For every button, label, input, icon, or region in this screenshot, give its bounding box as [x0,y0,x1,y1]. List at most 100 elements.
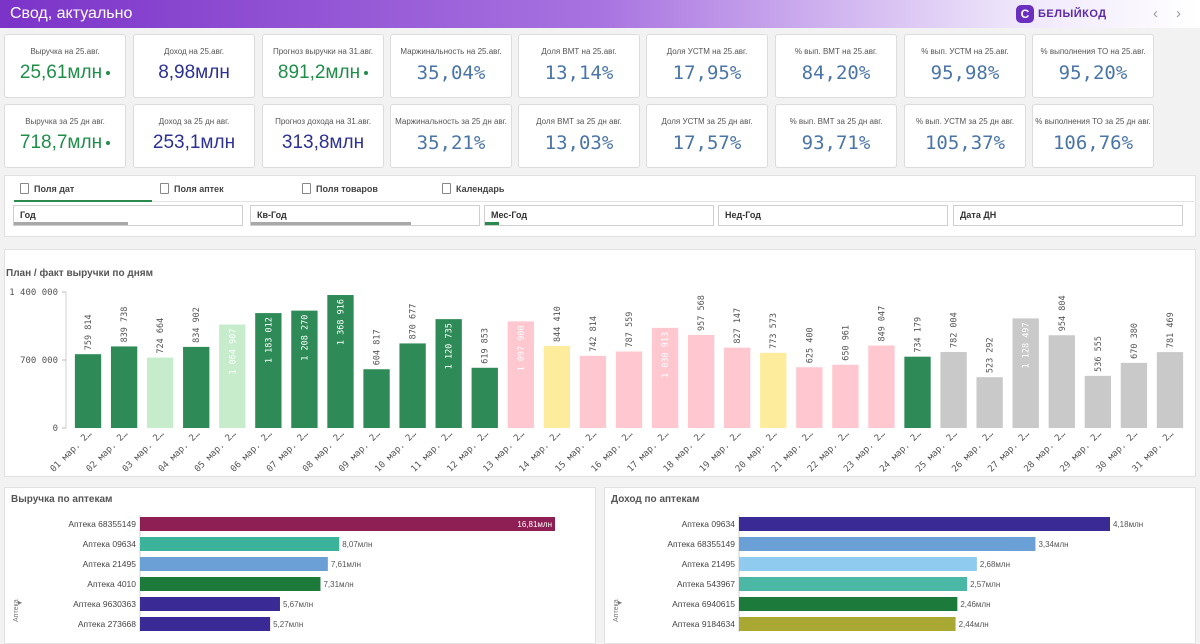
kpi-value: 25,61млн [5,62,125,84]
tab-label: Поля товаров [316,183,378,194]
kpi-value-text: 105,37% [924,132,1006,154]
axis-title-right: Аптека [613,599,620,622]
kpi-label: Доля ВМТ за 25 дн авг. [536,117,622,126]
kpi-value-text: 25,61млн [19,62,103,83]
tab-label: Поля дат [34,183,75,194]
tab-divider [14,201,1194,202]
kpi-value: 17,57% [647,132,767,154]
tab-label: Календарь [456,183,505,194]
kpi-card[interactable]: % выполнения ТО на 25.авг. 95,20% [1032,34,1154,98]
expand-arrow-icon[interactable]: ▸ [18,598,23,607]
filter-selection-bar [14,222,128,225]
trend-dot-icon [106,140,111,145]
revenue-panel-title: Выручка по аптекам [11,494,113,505]
kpi-card[interactable]: Прогноз дохода на 31.авг. 313,8млн [262,104,384,168]
kpi-card[interactable]: Прогноз выручки на 31.авг. 891,2млн [262,34,384,98]
kpi-value-text: 93,71% [801,132,871,154]
tab-date-fields[interactable]: Поля дат [20,183,74,194]
kpi-value: 891,2млн [263,62,383,84]
kpi-value-text: 84,20% [801,62,871,84]
kpi-label: Прогноз выручки на 31.авг. [272,47,374,56]
filter-label: Кв-Год [257,210,287,220]
kpi-value-text: 35,04% [416,62,486,84]
kpi-card[interactable]: Доля ВМТ на 25.авг. 13,14% [518,34,640,98]
expand-arrow-icon[interactable]: ▸ [618,598,623,607]
trend-dot-icon [106,70,111,75]
filter-month-year[interactable]: Мес-Год [484,205,714,226]
trend-dot-icon [364,70,369,75]
kpi-label: % вып. ВМТ на 25.авг. [794,47,878,56]
kpi-label: Выручка за 25 дн авг. [25,117,105,126]
kpi-label: Выручка на 25.авг. [30,47,100,56]
kpi-card[interactable]: % вып. УСТМ на 25.авг. 95,98% [904,34,1026,98]
kpi-label: Маржинальность за 25 дн авг. [395,117,507,126]
revenue-by-pharmacy-panel [4,487,596,644]
kpi-value-text: 95,20% [1058,62,1128,84]
filter-label: Дата ДН [960,210,997,220]
filter-selection-bar [251,222,411,225]
filter-quarter-year[interactable]: Кв-Год [250,205,480,226]
kpi-value: 35,21% [391,132,511,154]
kpi-card[interactable]: Доход за 25 дн авг. 253,1млн [133,104,255,168]
kpi-card[interactable]: Доля УСТМ за 25 дн авг. 17,57% [646,104,768,168]
kpi-value: 93,71% [776,132,896,154]
kpi-value-text: 718,7млн [19,132,103,153]
kpi-value: 8,98млн [134,62,254,84]
sheet-title: Свод, актуально [10,5,133,22]
kpi-value-text: 106,76% [1052,132,1134,154]
kpi-card[interactable]: Доля ВМТ за 25 дн авг. 13,03% [518,104,640,168]
kpi-value: 106,76% [1033,132,1153,154]
kpi-card[interactable]: % вып. ВМТ за 25 дн авг. 93,71% [775,104,897,168]
kpi-value-text: 891,2млн [277,62,361,83]
kpi-value: 95,98% [905,62,1025,84]
filter-date-day[interactable]: Дата ДН [953,205,1183,226]
kpi-label: Маржинальность на 25.авг. [400,47,502,56]
filter-selection-bar [485,222,499,225]
next-sheet-icon[interactable]: › [1176,5,1181,22]
tab-calendar[interactable]: Календарь [442,183,504,194]
kpi-label: % выполнения ТО на 25.авг. [1040,47,1146,56]
axis-title-left: Аптека [13,599,20,622]
logo-mark-icon: С [1016,5,1034,23]
kpi-value-text: 313,8млн [281,132,365,153]
kpi-value: 253,1млн [134,132,254,154]
filter-year[interactable]: Год [13,205,243,226]
previous-sheet-icon[interactable]: ‹ [1153,5,1158,22]
kpi-value: 313,8млн [263,132,383,154]
daily-chart-title: План / факт выручки по дням [6,268,153,279]
tab-fields-icon [302,183,311,194]
daily-revenue-chart-card [4,249,1196,477]
tab-product-fields[interactable]: Поля товаров [302,183,378,194]
kpi-value-text: 8,98млн [158,62,230,83]
kpi-value-text: 253,1млн [152,132,236,153]
top-bar: Свод, актуально С БЕЛЫЙКОД ‹ › [0,0,1200,28]
kpi-card[interactable]: Доход на 25.авг. 8,98млн [133,34,255,98]
calendar-icon [442,183,451,194]
kpi-card[interactable]: % вып. ВМТ на 25.авг. 84,20% [775,34,897,98]
kpi-card[interactable]: Маржинальность за 25 дн авг. 35,21% [390,104,512,168]
kpi-value-text: 13,14% [544,62,614,84]
kpi-value: 17,95% [647,62,767,84]
tab-pharmacy-fields[interactable]: Поля аптек [160,183,224,194]
kpi-card[interactable]: % выполнения ТО за 25 дн авг. 106,76% [1032,104,1154,168]
filter-label: Мес-Год [491,210,528,220]
kpi-value: 95,20% [1033,62,1153,84]
active-tab-indicator [14,200,152,202]
income-by-pharmacy-panel [604,487,1196,644]
kpi-card[interactable]: Маржинальность на 25.авг. 35,04% [390,34,512,98]
tab-fields-icon [20,183,29,194]
kpi-value: 105,37% [905,132,1025,154]
kpi-label: % вып. ВМТ за 25 дн авг. [789,117,883,126]
kpi-value: 84,20% [776,62,896,84]
tab-label: Поля аптек [174,183,224,194]
kpi-card[interactable]: Выручка за 25 дн авг. 718,7млн [4,104,126,168]
kpi-value: 35,04% [391,62,511,84]
filter-week-year[interactable]: Нед-Год [718,205,948,226]
kpi-label: Прогноз дохода на 31.авг. [275,117,371,126]
filter-label: Нед-Год [725,210,761,220]
kpi-card[interactable]: Выручка на 25.авг. 25,61млн [4,34,126,98]
kpi-card[interactable]: % вып. УСТМ за 25 дн авг. 105,37% [904,104,1026,168]
kpi-card[interactable]: Доля УСТМ на 25.авг. 17,95% [646,34,768,98]
income-panel-title: Доход по аптекам [611,494,700,505]
kpi-value: 718,7млн [5,132,125,154]
